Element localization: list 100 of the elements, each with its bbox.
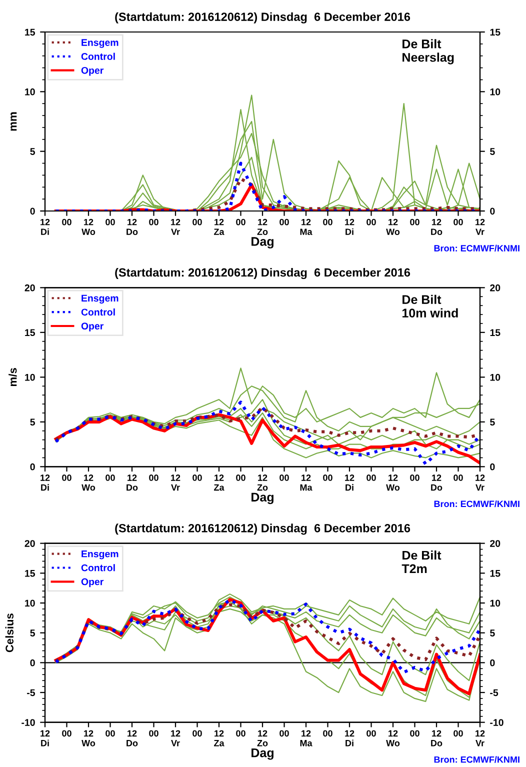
y2-tick-label: 5 xyxy=(490,418,495,426)
x-tick-label: 12 Ma xyxy=(300,730,312,746)
x-tick-label: 12 Di xyxy=(345,730,354,746)
chart-title: (Startdatum: 2016120612) Dinsdag 6 December 2016 xyxy=(115,268,410,280)
annotation: De Bilt 10m wind xyxy=(402,294,458,318)
x-tick-label: 12 Vr xyxy=(171,218,180,235)
x-tick-label: 12 Di xyxy=(345,474,354,491)
y2-tick-label: 0 xyxy=(490,208,495,215)
y2-tick-label: 0 xyxy=(490,463,495,470)
y-axis-title: mm xyxy=(10,112,17,131)
x-tick-label: 12 Di xyxy=(40,218,50,235)
x-tick-label: 00 xyxy=(62,474,72,481)
chart-title: (Startdatum: 2016120612) Dinsdag 6 December 2016 xyxy=(115,12,410,24)
x-tick-label: 00 xyxy=(192,730,202,737)
x-tick-label: 00 xyxy=(106,218,115,226)
x-tick-label: 12 Do xyxy=(126,474,138,491)
x-tick-label: 12 Do xyxy=(431,474,442,491)
y2-tick-label: 10 xyxy=(490,374,500,381)
x-tick-label: 12 Vr xyxy=(476,474,485,491)
y-tick-label: 5 xyxy=(30,418,36,426)
y2-tick-label: 10 xyxy=(490,88,500,96)
x-tick-label: 00 xyxy=(366,474,376,481)
y-tick-label: 5 xyxy=(30,630,36,636)
x-tick-label: 00 xyxy=(280,474,289,481)
y2-tick-label: 5 xyxy=(490,148,495,155)
legend-label: Control xyxy=(81,308,115,316)
x-tick-label: 12 Za xyxy=(214,218,224,235)
x-tick-label: 12 Ma xyxy=(300,218,312,235)
x-tick-label: 00 xyxy=(236,218,246,226)
legend-label: Oper xyxy=(81,322,104,332)
x-tick-label: 12 Vr xyxy=(476,218,485,235)
x-tick-label: 12 Za xyxy=(214,730,224,746)
text: Bron: ECMWF/KNMI xyxy=(434,500,520,508)
x-tick-label: 12 Di xyxy=(40,474,50,491)
y2-tick-label: 20 xyxy=(490,540,500,547)
y2-tick-label: 20 xyxy=(490,284,500,292)
x-tick-label: 12 Wo xyxy=(386,474,400,491)
x-tick-label: 00 xyxy=(236,730,246,737)
x-tick-label: 00 xyxy=(236,474,246,481)
annotation: De Bilt Neerslag xyxy=(402,39,454,64)
x-tick-label: 00 xyxy=(149,474,158,481)
y-tick-label: 0 xyxy=(30,208,35,215)
y-tick-label: 15 xyxy=(25,329,36,336)
legend-label: Control xyxy=(81,564,115,572)
legend-label: Oper xyxy=(81,66,104,76)
y2-tick-label: -5 xyxy=(490,689,498,696)
x-tick-label: 12 Di xyxy=(40,730,50,746)
y-tick-label: -5 xyxy=(27,689,36,696)
legend-label: Control xyxy=(81,52,115,60)
y-axis-title: m/s xyxy=(8,368,17,386)
x-tick-label: 12 Do xyxy=(431,218,442,235)
legend-label: Ensgem xyxy=(82,39,118,48)
x-tick-label: 12 Wo xyxy=(386,218,400,235)
x-tick-label: 00 xyxy=(323,474,332,481)
legend-label: Ensgem xyxy=(82,550,118,560)
y-tick-label: 20 xyxy=(24,284,35,292)
x-tick-label: 00 xyxy=(62,218,72,226)
x-tick-label: 12 Wo xyxy=(82,730,96,746)
y-tick-label: 15 xyxy=(25,28,36,36)
x-tick-label: 00 xyxy=(366,218,376,226)
x-tick-label: 12 Vr xyxy=(171,730,180,746)
x-tick-label: 00 xyxy=(106,730,115,737)
x-tick-label: 12 Zo xyxy=(257,730,268,746)
x-tick-label: 00 xyxy=(454,730,463,737)
x-tick-label: 12 Ma xyxy=(300,474,312,491)
x-tick-label: 12 Do xyxy=(126,730,138,746)
x-axis-title: Dag xyxy=(252,237,274,248)
y2-tick-label: 5 xyxy=(490,630,495,636)
y2-tick-label: 15 xyxy=(490,570,500,577)
text: Bron: ECMWF/KNMI xyxy=(434,244,520,252)
x-tick-label: 00 xyxy=(280,218,289,226)
y-tick-label: 20 xyxy=(24,540,35,547)
x-tick-label: 12 Wo xyxy=(82,474,96,491)
x-tick-label: 12 Zo xyxy=(257,218,268,235)
x-tick-label: 12 Vr xyxy=(476,730,485,746)
x-tick-label: 12 Di xyxy=(345,218,354,235)
y2-tick-label: -10 xyxy=(490,719,504,726)
x-tick-label: 00 xyxy=(454,218,463,226)
x-tick-label: 00 xyxy=(280,730,289,737)
y-tick-label: 5 xyxy=(30,148,36,155)
x-tick-label: 12 Za xyxy=(214,474,224,491)
y-tick-label: 15 xyxy=(25,570,36,577)
x-tick-label: 12 Wo xyxy=(386,730,400,746)
x-tick-label: 00 xyxy=(410,730,420,737)
y2-tick-label: 15 xyxy=(490,28,500,36)
text: Bron: ECMWF/KNMI xyxy=(434,756,520,763)
y-tick-label: -10 xyxy=(22,719,35,726)
x-tick-label: 00 xyxy=(410,218,420,226)
x-tick-label: 00 xyxy=(192,474,202,481)
x-tick-label: 00 xyxy=(410,474,420,481)
x-tick-label: 12 Vr xyxy=(171,474,180,491)
x-tick-label: 00 xyxy=(192,218,202,226)
legend-label: Ensgem xyxy=(82,294,118,304)
y2-tick-label: 0 xyxy=(490,659,495,666)
x-tick-label: 00 xyxy=(149,730,158,737)
x-tick-label: 12 Do xyxy=(431,730,442,746)
annotation: De Bilt T2m xyxy=(402,550,442,574)
y-tick-label: 10 xyxy=(25,374,35,381)
x-axis-title: Dag xyxy=(252,492,274,504)
x-tick-label: 00 xyxy=(454,474,463,481)
